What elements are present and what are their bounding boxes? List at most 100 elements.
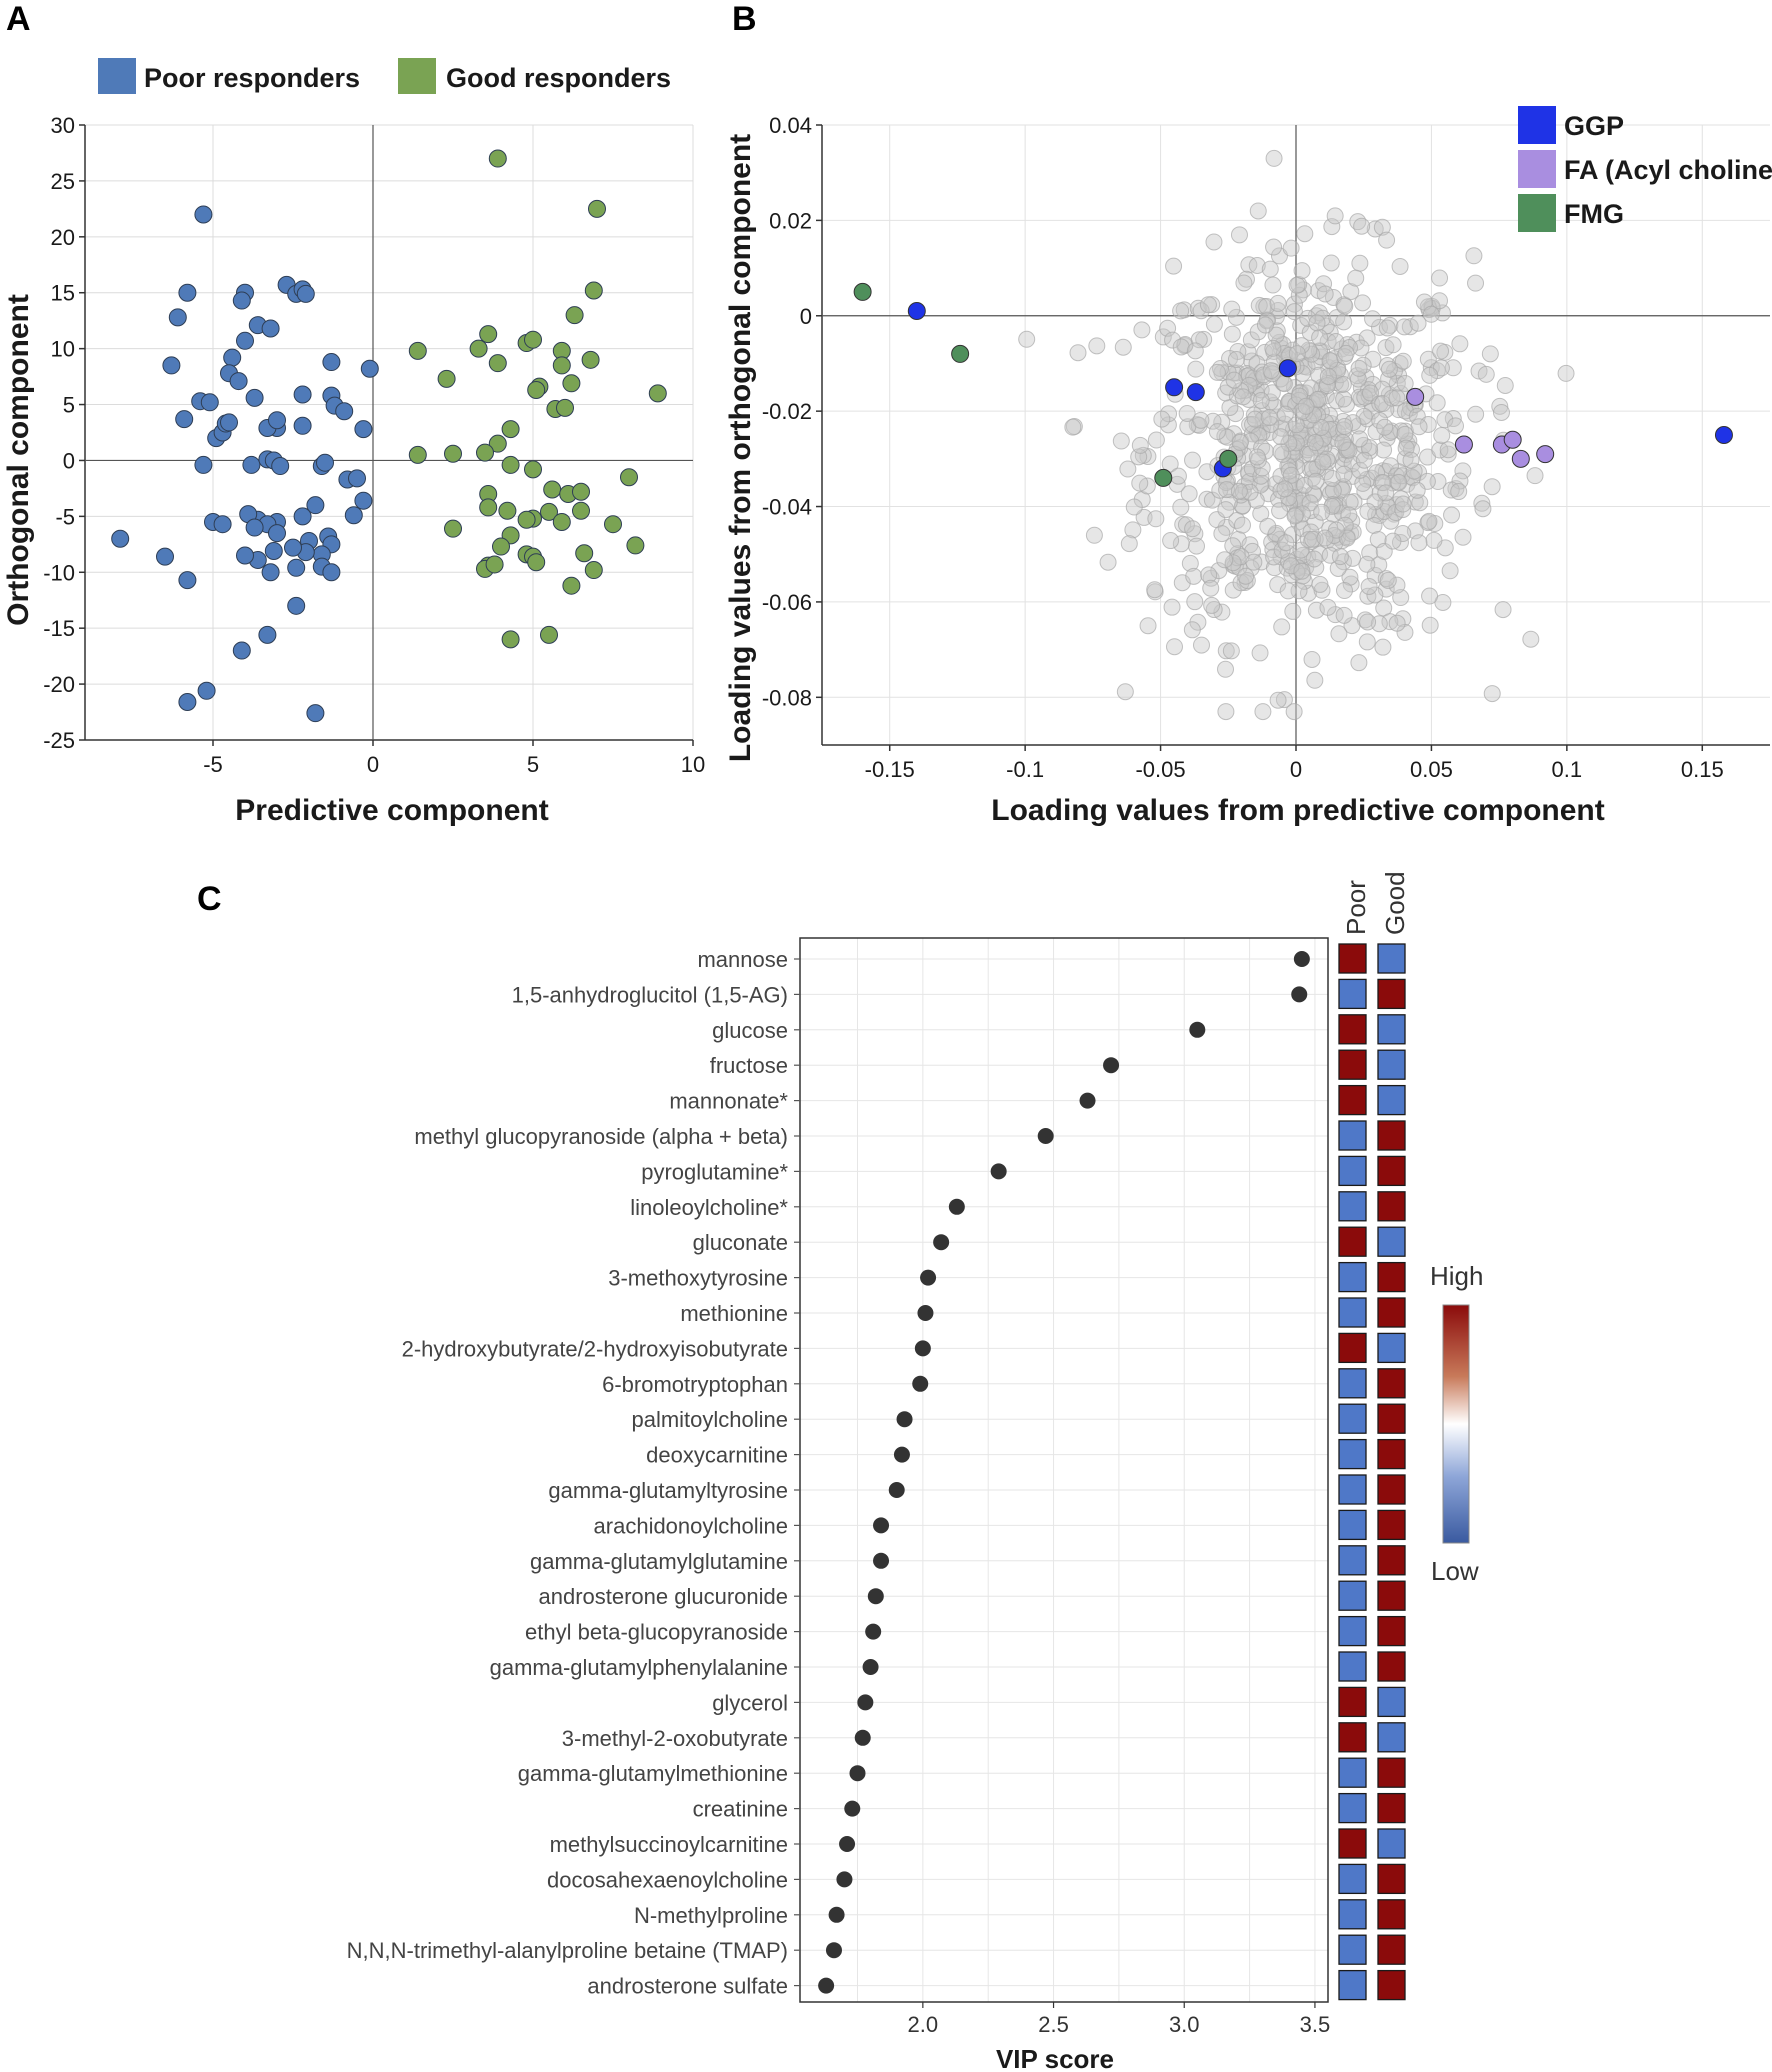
heatmap-cell-good [1377,1403,1406,1434]
background-loading-point [1253,459,1271,477]
background-loading-point [1184,451,1202,469]
vip-score-point [917,1305,934,1321]
heatmap-cell-good [1377,1757,1406,1788]
background-loading-point [1163,598,1181,616]
poor-responder-point [168,308,187,327]
panel-a-ytick-label: 0 [63,448,75,473]
category-label: gamma-glutamyltyrosine [548,1478,788,1503]
good-responder-point [444,444,462,463]
panel-b-xtick-label: 0.05 [1410,757,1453,782]
background-loading-point [1321,352,1339,370]
poor-responder-point [296,284,315,303]
background-loading-point [1337,395,1355,413]
background-loading-point [1378,319,1396,337]
background-loading-point [1217,501,1235,519]
background-loading-point [1208,363,1226,381]
vip-score-point [990,1163,1007,1180]
heatmap-cell-poor [1338,1403,1367,1434]
background-loading-point [1522,630,1540,648]
good-responder-point [604,515,622,534]
heatmap-cell-poor [1338,1368,1367,1399]
background-loading-point [1483,685,1501,703]
poor-responder-point [213,515,232,534]
fmg-point [1154,468,1173,487]
vip-score-point [1037,1128,1054,1144]
category-label: deoxycarnitine [646,1443,788,1468]
background-loading-point [1125,498,1143,516]
background-loading-point [1262,362,1280,380]
poor-responder-point [258,625,277,644]
background-loading-point [1474,500,1492,518]
heatmap-cell-good [1377,1792,1406,1824]
background-loading-point [1305,550,1323,568]
category-label: androsterone glucuronide [538,1584,788,1609]
poor-responder-point [360,359,379,378]
background-loading-point [1341,493,1359,511]
background-loading-point [1303,650,1321,668]
category-label: glycerol [712,1690,788,1715]
vip-score-point [893,1446,910,1463]
heatmap-cell-good [1377,1155,1406,1187]
heatmap-cell-poor [1338,1828,1367,1859]
background-loading-point [1430,292,1448,310]
heatmap-cell-poor [1338,1969,1367,2001]
background-loading-point [1246,410,1264,428]
background-loading-point [1261,260,1279,278]
heatmap-cell-good [1377,1899,1406,1930]
background-loading-point [1388,576,1406,594]
vip-score-point [914,1340,931,1357]
background-loading-point [1064,418,1082,436]
background-loading-point [1322,254,1340,272]
legend-label-ggp: GGP [1564,111,1624,141]
vip-score-point [867,1588,884,1605]
background-loading-point [1216,551,1234,569]
background-loading-point [1069,344,1087,362]
category-label: 6-bromotryptophan [602,1372,788,1397]
good-responder-point [540,625,558,644]
heatmap-cell-poor [1338,1438,1367,1470]
background-loading-point [1306,434,1324,452]
background-loading-point [1367,423,1385,441]
category-label: arachidonoylcholine [594,1513,788,1538]
background-loading-point [1018,330,1036,348]
background-loading-point [1237,567,1255,585]
background-loading-point [1421,366,1439,384]
background-loading-point [1326,606,1344,624]
background-loading-point [1433,426,1451,444]
poor-responder-point [245,518,264,537]
background-loading-point [1269,576,1287,594]
category-label: palmitoylcholine [631,1407,788,1432]
poor-responder-point [232,641,251,660]
good-responder-point [581,350,600,369]
poor-responder-point [316,453,334,472]
poor-responder-point [287,558,306,577]
background-loading-point [1161,455,1179,473]
heatmap-cell-poor [1338,1863,1367,1895]
background-loading-point [1162,532,1180,550]
background-loading-point [1388,389,1406,407]
good-responder-point [540,502,558,521]
background-loading-point [1217,660,1235,678]
background-loading-point [1394,501,1412,519]
panel-a-ytick-label: 15 [51,281,75,306]
background-loading-point [1388,614,1406,632]
background-loading-point [1381,424,1399,442]
heatmap-cell-poor [1338,1792,1367,1824]
vip-score-point [857,1694,874,1711]
colorbar-gradient [1442,1304,1470,1544]
panel-b-xtick-label: -0.05 [1135,757,1185,782]
good-responder-point [524,460,542,479]
background-loading-point [1169,467,1187,485]
background-loading-point [1154,328,1172,346]
background-loading-point [1481,345,1499,363]
background-loading-point [1326,207,1344,225]
background-loading-point [1311,329,1329,347]
poor-responder-point [178,283,197,302]
fa-acyl-choline-point [1454,435,1473,454]
background-loading-point [1383,389,1401,407]
background-loading-point [1112,432,1130,450]
vip-score-point [920,1269,937,1286]
good-responder-point [488,434,507,453]
background-loading-point [1331,548,1349,566]
heatmap-cell-good [1377,1615,1406,1647]
